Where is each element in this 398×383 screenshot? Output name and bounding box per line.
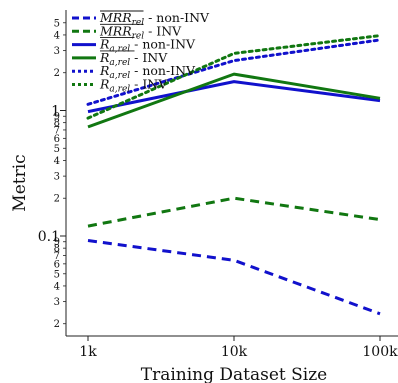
y-axis-title: Metric <box>10 154 30 211</box>
y-minor-tick-label: 5 <box>54 269 60 280</box>
x-tick-label: 10k <box>221 344 248 360</box>
series-line <box>87 72 381 129</box>
y-minor-tick-label: 3 <box>54 172 60 183</box>
y-minor-tick-label: 5 <box>54 18 60 29</box>
y-minor-tick-label: 7 <box>54 125 60 136</box>
x-tick-label: 100k <box>362 344 398 360</box>
y-minor-tick-label: 8 <box>54 244 60 255</box>
y-minor-tick-label: 8 <box>54 118 60 129</box>
y-minor-tick-label: 9 <box>54 112 60 123</box>
series-line <box>87 196 381 228</box>
legend-label: Ra,rel - non-INV <box>99 63 196 81</box>
y-minor-tick-label: 3 <box>54 297 60 308</box>
legend-label: Ra,rel - INV <box>99 77 168 95</box>
y-minor-tick-label: 4 <box>54 30 60 41</box>
legend-label: MRRrel - INV <box>99 23 182 41</box>
series-line <box>87 239 381 316</box>
series-line <box>87 80 381 114</box>
y-major-tick-label: 0.1 <box>38 229 60 245</box>
y-minor-tick-label: 4 <box>54 281 60 292</box>
y-minor-tick-label: 4 <box>54 156 60 167</box>
y-minor-tick-label: 2 <box>54 319 60 330</box>
y-minor-tick-label: 3 <box>54 46 60 57</box>
y-minor-tick-label: 2 <box>54 68 60 79</box>
y-minor-tick-label: 5 <box>54 144 60 155</box>
legend-label: Ra,rel - non-INV <box>99 37 196 55</box>
axes <box>65 10 398 337</box>
y-minor-tick-label: 7 <box>54 251 60 262</box>
y-major-tick-label: 1 <box>51 104 60 120</box>
legend-label: MRRrel - non-INV <box>99 10 210 28</box>
y-minor-tick-label: 6 <box>54 259 60 270</box>
x-tick-label: 1k <box>79 344 97 360</box>
y-minor-tick-label: 9 <box>54 237 60 248</box>
y-minor-tick-label: 2 <box>54 194 60 205</box>
x-axis-title: Training Dataset Size <box>141 365 328 383</box>
series-lines <box>86 34 382 316</box>
series-line <box>86 34 382 120</box>
series-line <box>86 38 382 106</box>
legend-label: Ra,rel - INV <box>99 50 168 68</box>
y-minor-tick-label: 6 <box>54 134 60 145</box>
